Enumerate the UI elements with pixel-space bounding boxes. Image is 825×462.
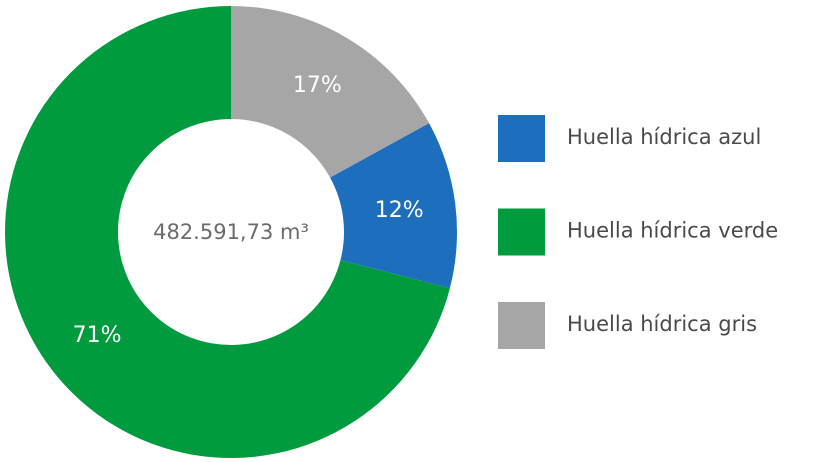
legend-label: Huella hídrica gris xyxy=(567,312,757,336)
legend-swatch xyxy=(498,115,545,162)
donut-slice xyxy=(4,6,450,458)
donut-slice xyxy=(330,123,457,289)
slice-label: 71% xyxy=(73,323,122,348)
slice-label: 12% xyxy=(375,198,424,223)
center-label: 482.591,73 m³ xyxy=(153,220,309,244)
legend-swatch xyxy=(498,302,545,349)
donut-slice xyxy=(231,6,430,178)
legend-label: Huella hídrica azul xyxy=(567,125,761,149)
legend-label: Huella hídrica verde xyxy=(567,219,778,243)
slice-label: 17% xyxy=(293,73,342,98)
legend-swatch xyxy=(498,208,545,256)
